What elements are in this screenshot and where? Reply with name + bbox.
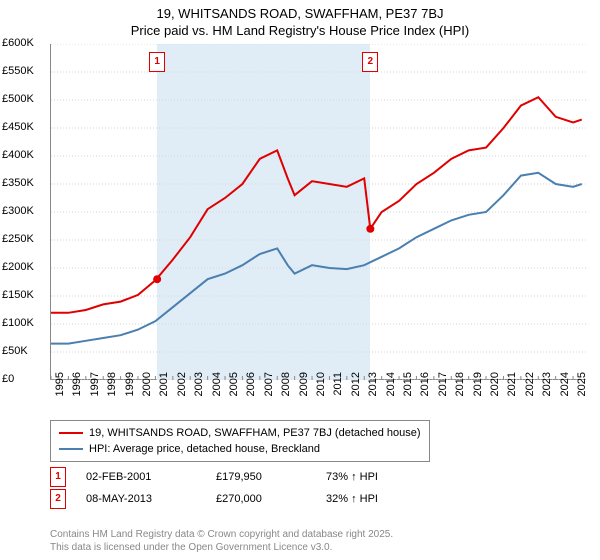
detail-price-2: £270,000 <box>216 493 326 505</box>
ytick-label: £550K <box>2 65 48 77</box>
chart-area: 12 <box>50 44 586 380</box>
series-svg <box>51 44 587 380</box>
ytick-label: £600K <box>2 37 48 49</box>
legend-swatch-hpi <box>59 448 83 450</box>
xtick-label: 1997 <box>89 372 101 412</box>
plot-region: 12 <box>50 44 586 380</box>
xtick-label: 2007 <box>263 372 275 412</box>
xtick-label: 2003 <box>193 372 205 412</box>
legend-label-price-paid: 19, WHITSANDS ROAD, SWAFFHAM, PE37 7BJ (… <box>89 427 421 439</box>
ytick-label: £150K <box>2 289 48 301</box>
xtick-label: 2015 <box>402 372 414 412</box>
sale-dot-2 <box>366 225 374 233</box>
detail-price-1: £179,950 <box>216 471 326 483</box>
xtick-label: 2011 <box>332 372 344 412</box>
xtick-label: 2014 <box>385 372 397 412</box>
footer-line2: This data is licensed under the Open Gov… <box>50 541 393 554</box>
ytick-label: £500K <box>2 93 48 105</box>
xtick-label: 1998 <box>106 372 118 412</box>
ytick-label: £400K <box>2 149 48 161</box>
xtick-label: 2008 <box>280 372 292 412</box>
xtick-label: 1995 <box>54 372 66 412</box>
xtick-label: 2000 <box>141 372 153 412</box>
legend: 19, WHITSANDS ROAD, SWAFFHAM, PE37 7BJ (… <box>50 420 430 462</box>
xtick-label: 2010 <box>315 372 327 412</box>
detail-date-1: 02-FEB-2001 <box>86 471 216 483</box>
sale-marker-1: 1 <box>149 52 165 72</box>
xtick-label: 2006 <box>245 372 257 412</box>
xtick-label: 2005 <box>228 372 240 412</box>
xtick-label: 2017 <box>437 372 449 412</box>
ytick-label: £300K <box>2 205 48 217</box>
footer-line1: Contains HM Land Registry data © Crown c… <box>50 528 393 541</box>
detail-date-2: 08-MAY-2013 <box>86 493 216 505</box>
legend-row-price-paid: 19, WHITSANDS ROAD, SWAFFHAM, PE37 7BJ (… <box>59 425 421 441</box>
ytick-label: £450K <box>2 121 48 133</box>
sale-marker-2: 2 <box>362 52 378 72</box>
ytick-label: £350K <box>2 177 48 189</box>
series-line-price_paid <box>51 97 582 313</box>
chart-title-line2: Price paid vs. HM Land Registry's House … <box>0 23 600 42</box>
xtick-label: 2024 <box>559 372 571 412</box>
ytick-label: £100K <box>2 317 48 329</box>
detail-marker-2: 2 <box>50 489 66 509</box>
xtick-label: 2018 <box>454 372 466 412</box>
xtick-label: 2013 <box>367 372 379 412</box>
xtick-label: 2016 <box>419 372 431 412</box>
legend-row-hpi: HPI: Average price, detached house, Brec… <box>59 441 421 457</box>
xtick-label: 2001 <box>158 372 170 412</box>
sale-detail-table: 1 02-FEB-2001 £179,950 73% ↑ HPI 2 08-MA… <box>50 466 446 510</box>
sale-dot-1 <box>153 275 161 283</box>
detail-diff-1: 73% ↑ HPI <box>326 471 446 483</box>
xtick-label: 2004 <box>211 372 223 412</box>
xtick-label: 2012 <box>350 372 362 412</box>
xtick-label: 1999 <box>124 372 136 412</box>
ytick-label: £50K <box>2 345 48 357</box>
series-line-hpi <box>51 173 582 344</box>
legend-label-hpi: HPI: Average price, detached house, Brec… <box>89 443 320 455</box>
detail-row-2: 2 08-MAY-2013 £270,000 32% ↑ HPI <box>50 488 446 510</box>
ytick-label: £200K <box>2 261 48 273</box>
xtick-label: 2025 <box>576 372 588 412</box>
detail-marker-1: 1 <box>50 467 66 487</box>
xtick-label: 2023 <box>541 372 553 412</box>
xtick-label: 2002 <box>176 372 188 412</box>
xtick-label: 1996 <box>71 372 83 412</box>
chart-title-line1: 19, WHITSANDS ROAD, SWAFFHAM, PE37 7BJ <box>0 0 600 23</box>
detail-diff-2: 32% ↑ HPI <box>326 493 446 505</box>
detail-row-1: 1 02-FEB-2001 £179,950 73% ↑ HPI <box>50 466 446 488</box>
xtick-label: 2020 <box>489 372 501 412</box>
xtick-label: 2009 <box>298 372 310 412</box>
xtick-label: 2019 <box>472 372 484 412</box>
ytick-label: £0 <box>2 373 48 385</box>
chart-container: 19, WHITSANDS ROAD, SWAFFHAM, PE37 7BJ P… <box>0 0 600 560</box>
xtick-label: 2022 <box>524 372 536 412</box>
legend-swatch-price-paid <box>59 432 83 434</box>
xtick-label: 2021 <box>506 372 518 412</box>
ytick-label: £250K <box>2 233 48 245</box>
footer-attribution: Contains HM Land Registry data © Crown c… <box>50 528 393 554</box>
